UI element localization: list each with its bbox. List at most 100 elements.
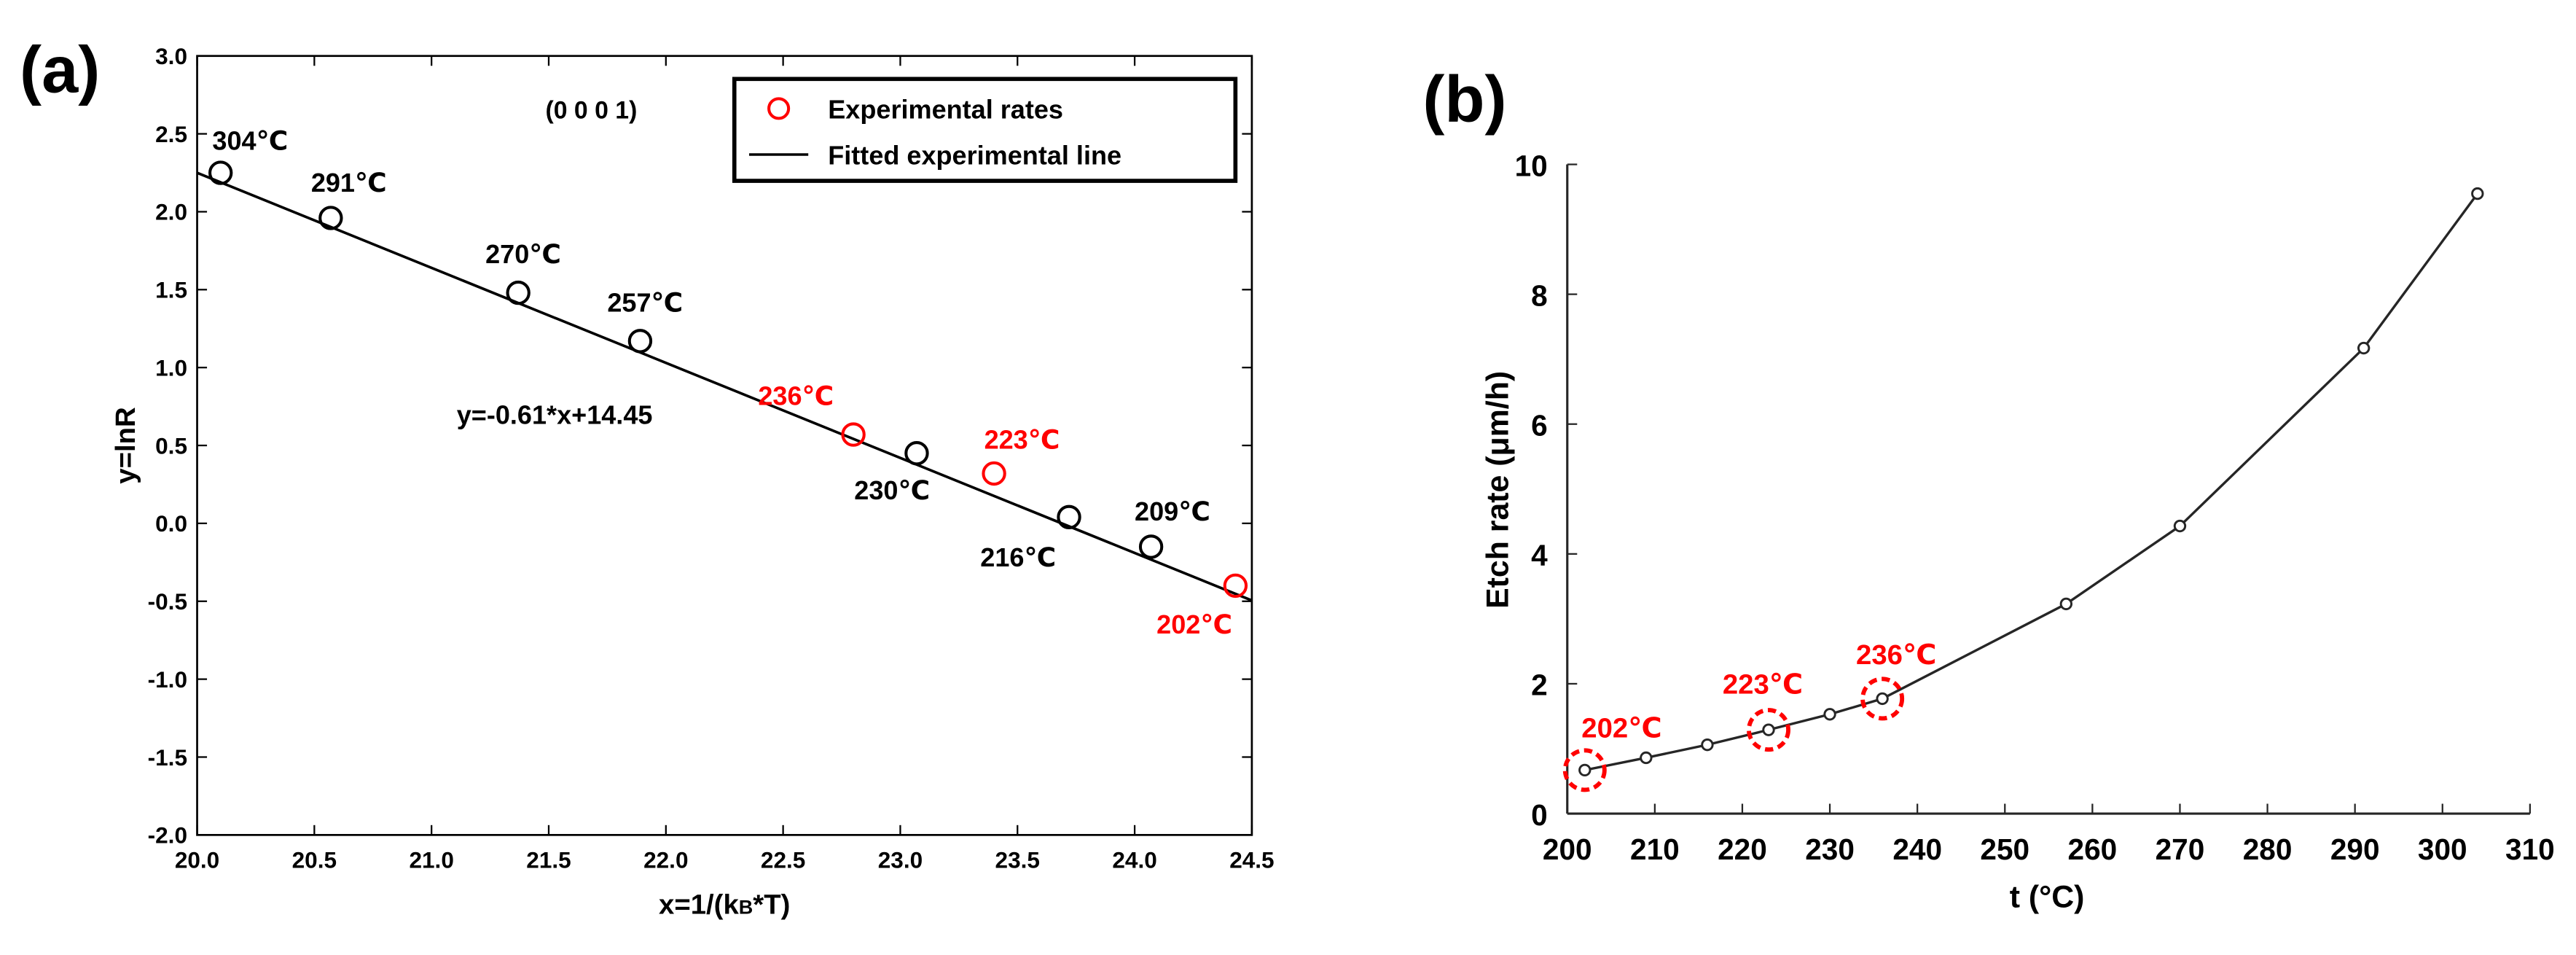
etch-rate-point — [1876, 692, 1889, 706]
fitted-point — [208, 160, 233, 185]
y-tick-label: 8 — [1531, 278, 1548, 312]
highlight-label: 236℃ — [1856, 639, 1936, 671]
y-tick-label: -0.5 — [148, 588, 187, 615]
fit-equation: y=-0.61*x+14.45 — [457, 400, 653, 430]
highlight-circle — [1747, 708, 1790, 752]
x-tick-label: 310 — [2505, 833, 2555, 866]
x-tick-label: 20.0 — [175, 846, 219, 873]
fitted-point — [1138, 534, 1164, 559]
etch-rate-point — [1762, 723, 1775, 736]
etch-rate-point — [2059, 597, 2073, 611]
etch-rate-point — [1823, 708, 1836, 721]
x-tick-label: 23.0 — [878, 846, 923, 873]
panel-a-points — [208, 160, 1248, 599]
y-tick-label: 2.5 — [155, 121, 187, 147]
fitted-point — [506, 280, 531, 305]
y-tick-label: 3.0 — [155, 43, 187, 69]
y-tick-label: 6 — [1531, 409, 1548, 443]
y-tick-label: 2 — [1531, 668, 1548, 702]
panel-b-label: (b) — [1422, 63, 1506, 136]
etch-rate-point — [2471, 187, 2484, 200]
x-tick-label: 24.0 — [1112, 846, 1156, 873]
x-tick-label: 290 — [2330, 833, 2380, 866]
panel-a: (a) 20.0 20.5 21.0 21.5 22.0 22.5 23.0 23.5 24.0… — [20, 33, 1275, 920]
x-tick-label: 22.0 — [643, 846, 688, 873]
x-tick-label: 23.5 — [995, 846, 1040, 873]
temperature-label: 291℃ — [311, 168, 387, 198]
y-tick-label: 2.0 — [155, 199, 187, 225]
y-tick-label: 4 — [1531, 539, 1548, 572]
y-tick-label: 0 — [1531, 798, 1548, 832]
y-tick-label: 1.0 — [155, 354, 187, 381]
etch-rate-line — [1584, 192, 2479, 772]
y-tick-label: -1.5 — [148, 744, 187, 771]
panel-a-legend: Experimental rates Fitted experimental l… — [732, 77, 1238, 183]
experimental-rate-point — [1223, 573, 1248, 599]
panel-b: (b) 200 210 220 230 240 250 260 270 280 290 300 310… — [1422, 63, 2554, 915]
temperature-label: 216℃ — [980, 542, 1056, 572]
panel-b-points — [1578, 187, 2484, 777]
temperature-label: 230℃ — [854, 475, 930, 505]
x-tick-label: 300 — [2418, 833, 2467, 866]
panel-a-y-axis-label: y=lnR — [110, 407, 141, 483]
x-tick-label: 240 — [1892, 833, 1942, 866]
etch-rate-point — [1640, 751, 1653, 765]
x-label-main: x=1/(k — [659, 889, 739, 921]
experimental-rate-point — [982, 461, 1006, 486]
y-tick-label: 10 — [1515, 149, 1548, 182]
x-tick-label: 280 — [2243, 833, 2293, 866]
panel-b-y-axis-label: Etch rate (μm/h) — [1481, 371, 1516, 609]
temperature-label: 202℃ — [1156, 609, 1232, 639]
legend-line-label: Fitted experimental line — [828, 141, 1121, 171]
crystal-plane-label: (0 0 0 1) — [545, 96, 637, 124]
y-tick-label: -1.0 — [148, 666, 187, 693]
etch-rate-point — [1701, 738, 1714, 752]
x-label-subscript: B — [739, 897, 753, 919]
etch-rate-point — [1578, 763, 1592, 777]
highlight-circle — [1860, 677, 1905, 721]
legend-marker-icon — [767, 97, 791, 120]
fitted-point — [1057, 504, 1081, 530]
y-tick-label: 0.0 — [155, 510, 187, 537]
panel-a-fit-line — [196, 171, 1253, 602]
fitted-point — [318, 206, 343, 230]
x-tick-label: 21.5 — [526, 846, 571, 873]
experimental-rate-point — [841, 422, 866, 447]
x-tick-label: 22.5 — [761, 846, 805, 873]
panel-a-x-axis-label: x=1/(kB*T) — [659, 889, 790, 921]
x-tick-label: 210 — [1630, 833, 1680, 866]
x-tick-label: 250 — [1980, 833, 2029, 866]
x-tick-label: 270 — [2156, 833, 2205, 866]
highlight-label: 223℃ — [1723, 669, 1803, 701]
legend-marker-label: Experimental rates — [828, 94, 1063, 124]
panel-a-point-labels: 304℃ 291℃ 270℃ 257℃ 230℃ 216℃ 209℃ 236℃ 223℃ 202℃ — [212, 125, 1232, 639]
x-tick-label: 230 — [1805, 833, 1855, 866]
x-tick-label: 20.5 — [292, 846, 337, 873]
fitted-point — [627, 329, 653, 354]
y-tick-label: -2.0 — [148, 822, 187, 849]
etch-rate-point — [2173, 519, 2187, 533]
x-tick-label: 200 — [1543, 833, 1592, 866]
temperature-label: 270℃ — [485, 239, 561, 269]
temperature-label: 209℃ — [1135, 496, 1210, 526]
x-tick-label: 260 — [2068, 833, 2118, 866]
panel-b-highlights: 202℃ 223℃ 236℃ — [1562, 639, 1936, 792]
x-label-tail: *T) — [753, 889, 790, 921]
temperature-label: 236℃ — [758, 381, 834, 410]
x-tick-label: 21.0 — [409, 846, 453, 873]
fitted-point — [904, 441, 929, 466]
temperature-label: 223℃ — [984, 425, 1060, 455]
y-tick-label: 1.5 — [155, 277, 187, 303]
temperature-label: 257℃ — [607, 287, 683, 317]
x-tick-label: 24.5 — [1229, 846, 1274, 873]
panel-b-x-axis-label: t (°C) — [2010, 880, 2085, 915]
x-tick-label: 220 — [1718, 833, 1767, 866]
panel-a-ticks: 20.0 20.5 21.0 21.5 22.0 22.5 23.0 23.5 24.0 24.5… — [148, 43, 1275, 873]
legend-box — [732, 77, 1238, 183]
panel-b-ticks: 200 210 220 230 240 250 260 270 280 290 300 310 0 2 4 6… — [1515, 149, 2555, 866]
highlight-label: 202℃ — [1581, 712, 1661, 744]
panel-a-label: (a) — [20, 33, 100, 106]
y-tick-label: 0.5 — [155, 432, 187, 459]
etch-rate-point — [2357, 341, 2371, 355]
